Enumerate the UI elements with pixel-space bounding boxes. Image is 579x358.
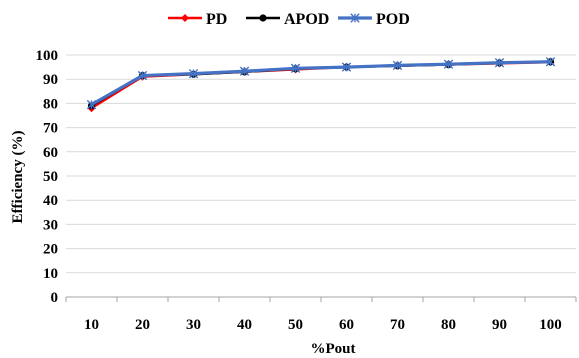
x-tick-label-60: 60 [339, 317, 354, 333]
x-tick-label-80: 80 [441, 317, 456, 333]
y-tick-label-20: 20 [43, 242, 58, 258]
legend-label-pd: PD [206, 11, 227, 28]
y-tick-label-100: 100 [36, 48, 59, 64]
y-tick-label-10: 10 [43, 266, 58, 282]
data-point-pod-10 [86, 99, 97, 110]
y-tick-label-90: 90 [43, 72, 58, 88]
data-point-pod-30 [188, 68, 199, 79]
series-lines [86, 57, 556, 113]
y-tick-label-60: 60 [43, 145, 58, 161]
legend-marker-apod [259, 14, 267, 22]
axes: 0 10 20 30 40 50 60 70 80 90 100 10 20 30 40 50 60 70 80 90… [36, 48, 577, 333]
series-pod [86, 57, 556, 110]
legend-item-pd: PD [168, 11, 227, 28]
data-point-pod-20 [137, 70, 148, 81]
legend-item-apod: APOD [246, 11, 329, 28]
legend-label-pod: POD [376, 11, 410, 28]
data-point-pod-80 [443, 59, 454, 69]
data-point-pod-90 [494, 58, 505, 68]
x-tick-label-20: 20 [135, 317, 150, 333]
x-tick-label-50: 50 [288, 317, 303, 333]
x-axis-title: %Pout [311, 341, 356, 357]
legend-marker-pd [181, 14, 189, 22]
x-tick-label-10: 10 [84, 317, 99, 333]
x-tick-label-40: 40 [237, 317, 252, 333]
x-tick-label-90: 90 [492, 317, 507, 333]
y-tick-label-40: 40 [43, 193, 58, 209]
x-tick-label-70: 70 [390, 317, 405, 333]
y-tick-label-30: 30 [43, 217, 58, 233]
legend-item-pod: POD [338, 11, 410, 28]
y-tick-label-80: 80 [43, 96, 58, 112]
data-point-pod-70 [392, 60, 403, 71]
data-point-pod-50 [290, 63, 301, 74]
series-line-pod [90, 60, 551, 107]
y-tick-label-0: 0 [51, 290, 59, 306]
legend-label-apod: APOD [284, 11, 329, 28]
y-tick-label-50: 50 [43, 169, 58, 185]
series-apod [87, 58, 555, 110]
data-point-pod-100 [545, 57, 556, 67]
x-tick-label-100: 100 [539, 317, 562, 333]
y-tick-label-70: 70 [43, 121, 58, 137]
legend-marker-pod [350, 13, 360, 23]
data-point-pod-60 [341, 62, 352, 72]
data-point-pod-40 [239, 66, 250, 76]
legend: PD APOD POD [168, 11, 410, 28]
y-axis-title: Efficiency (%) [10, 131, 26, 224]
x-tick-label-30: 30 [186, 317, 201, 333]
gridlines [66, 54, 576, 274]
